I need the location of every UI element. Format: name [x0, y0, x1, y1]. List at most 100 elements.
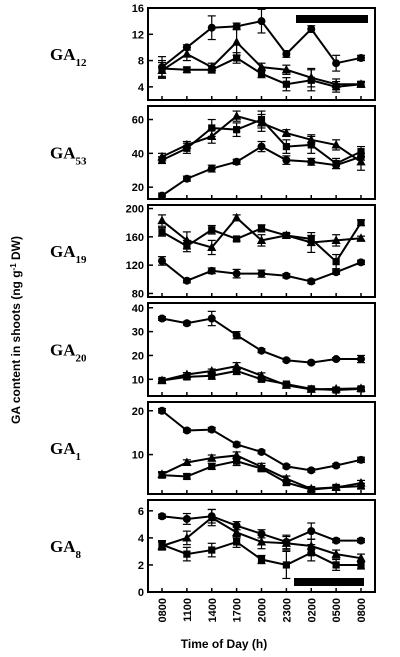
x-tick-label: 0800 — [157, 598, 169, 622]
data-point — [332, 59, 341, 68]
data-point — [307, 157, 316, 166]
data-point — [232, 440, 241, 449]
data-point — [208, 546, 216, 554]
y-tick-label: 60 — [132, 115, 144, 127]
data-point — [183, 550, 191, 558]
data-point — [257, 555, 266, 564]
y-tick-label: 6 — [138, 506, 144, 518]
x-tick-labels: 0800 1100 1400 1700 2000 2300 0200 0500 0800 — [157, 598, 368, 622]
data-point — [233, 538, 241, 546]
x-tick-label: 1700 — [232, 598, 244, 622]
data-point — [257, 346, 266, 355]
panel-ga53: 20 40 60 GA53 — [50, 105, 376, 200]
data-point — [207, 453, 217, 462]
data-point — [307, 385, 315, 393]
x-tick-label: 1400 — [207, 598, 219, 622]
data-point — [233, 126, 241, 134]
y-tick-label: 10 — [132, 374, 144, 386]
data-point — [357, 258, 365, 267]
data-point — [158, 471, 166, 479]
panel-label: GA19 — [50, 242, 87, 266]
data-point — [357, 80, 365, 88]
panel-label: GA1 — [50, 439, 81, 463]
series-circle — [158, 406, 365, 475]
data-point — [257, 464, 266, 473]
data-point — [256, 62, 267, 71]
series-square — [158, 110, 365, 170]
dark-period-bar — [294, 578, 364, 586]
y-tick-label: 4 — [138, 533, 145, 545]
panel-ga1: 10 20 GA1 — [50, 401, 376, 495]
series-square — [158, 366, 365, 394]
dark-period-bar — [296, 15, 368, 23]
data-point — [282, 479, 290, 487]
data-point — [332, 268, 341, 277]
data-point — [158, 156, 166, 164]
y-tick-label: 30 — [132, 327, 144, 339]
x-tick-label: 0500 — [331, 598, 343, 622]
data-point — [307, 549, 315, 557]
data-point — [182, 319, 191, 328]
series-square — [158, 52, 365, 93]
data-point — [158, 406, 166, 415]
series-circle — [158, 256, 365, 286]
y-tick-label: 160 — [126, 232, 144, 244]
y-axis-label: GA content in shoots (ng g-1 DW) — [9, 236, 24, 424]
data-point — [232, 111, 242, 120]
data-point — [208, 226, 216, 234]
series-line — [161, 317, 361, 364]
y-tick-label: 2 — [138, 560, 144, 572]
data-point — [232, 22, 241, 31]
data-point — [207, 425, 216, 434]
data-point — [257, 529, 266, 538]
panel-ga8: 0 2 4 6 GA8 — [50, 499, 376, 599]
data-point — [158, 376, 166, 385]
data-point — [233, 367, 241, 375]
data-point — [232, 331, 241, 340]
data-point — [182, 457, 192, 467]
data-point — [357, 219, 365, 227]
data-point — [182, 532, 192, 542]
data-point — [182, 426, 191, 435]
y-tick-label: 40 — [132, 148, 144, 160]
data-point — [232, 527, 242, 537]
x-axis-label: Time of Day (h) — [181, 637, 267, 651]
data-point — [307, 527, 316, 536]
data-point — [232, 37, 242, 46]
data-point — [183, 144, 191, 152]
panel-label: GA20 — [50, 341, 87, 365]
data-point — [357, 53, 365, 62]
panel-ga12: 4 8 12 16 GA12 — [50, 3, 376, 101]
data-point — [257, 447, 266, 456]
panel-label: GA12 — [50, 45, 87, 69]
data-point — [357, 536, 365, 545]
data-point — [282, 462, 291, 471]
data-point — [208, 462, 216, 470]
y-tick-label: 80 — [132, 288, 144, 300]
data-point — [332, 159, 340, 168]
data-point — [307, 235, 315, 243]
data-point — [207, 266, 216, 275]
data-point — [282, 80, 290, 88]
data-point — [207, 242, 217, 252]
data-point — [282, 50, 291, 58]
data-point — [257, 375, 266, 383]
data-point — [332, 461, 341, 470]
data-point — [281, 538, 291, 547]
data-point — [332, 386, 340, 394]
data-point — [183, 472, 191, 481]
x-tick-label: 2000 — [257, 598, 269, 622]
data-point — [307, 466, 316, 475]
y-tick-label: 0 — [138, 587, 144, 599]
data-point — [233, 54, 241, 62]
data-point — [282, 156, 291, 165]
data-point — [158, 228, 166, 236]
data-point — [257, 17, 266, 26]
data-point — [257, 70, 266, 78]
data-point — [282, 271, 291, 280]
data-point — [183, 242, 191, 250]
x-tick-label: 1100 — [182, 598, 194, 622]
data-point — [208, 124, 216, 132]
panel-frame — [147, 204, 376, 298]
